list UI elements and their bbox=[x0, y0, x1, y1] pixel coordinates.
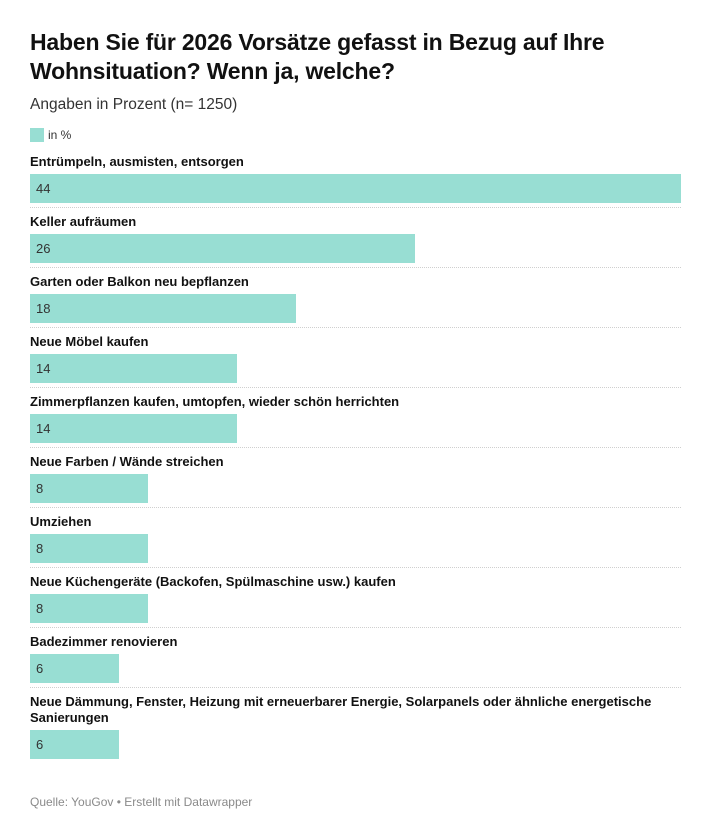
bar-value: 14 bbox=[36, 421, 51, 436]
bar: 8 bbox=[30, 474, 148, 503]
legend-label: in % bbox=[48, 128, 72, 142]
bar-value: 6 bbox=[36, 737, 44, 752]
bar-value: 8 bbox=[36, 541, 44, 556]
bar-label: Garten oder Balkon neu bepflanzen bbox=[30, 274, 249, 289]
bar-value: 14 bbox=[36, 361, 51, 376]
bar: 6 bbox=[30, 654, 119, 683]
bar: 6 bbox=[30, 730, 119, 759]
bar-label: Neue Farben / Wände streichen bbox=[30, 454, 224, 469]
bar: 18 bbox=[30, 294, 296, 323]
bar-value: 18 bbox=[36, 301, 51, 316]
bar-value: 8 bbox=[36, 601, 44, 616]
bar: 8 bbox=[30, 534, 148, 563]
legend: in % bbox=[30, 128, 681, 142]
bar-rows: Entrümpeln, ausmisten, entsorgen 44 Keller… bbox=[30, 154, 681, 763]
bar: 14 bbox=[30, 414, 237, 443]
bar-row: Neue Möbel kaufen 14 bbox=[30, 334, 681, 388]
bar: 44 bbox=[30, 174, 681, 203]
bar: 8 bbox=[30, 594, 148, 623]
bar-label: Zimmerpflanzen kaufen, umtopfen, wieder … bbox=[30, 394, 400, 409]
bar-row: Neue Farben / Wände streichen 8 bbox=[30, 454, 681, 508]
bar-value: 26 bbox=[36, 241, 51, 256]
bar-label: Badezimmer renovieren bbox=[30, 634, 178, 649]
bar-row: Keller aufräumen 26 bbox=[30, 214, 681, 268]
bar-label: Entrümpeln, ausmisten, entsorgen bbox=[30, 154, 244, 169]
bar-label: Umziehen bbox=[30, 514, 92, 529]
legend-swatch-icon bbox=[30, 128, 44, 142]
chart-subtitle: Angaben in Prozent (n= 1250) bbox=[30, 96, 238, 113]
bar-row: Umziehen 8 bbox=[30, 514, 681, 568]
bar-label: Neue Möbel kaufen bbox=[30, 334, 149, 349]
bar-value: 6 bbox=[36, 661, 44, 676]
bar-row: Zimmerpflanzen kaufen, umtopfen, wieder … bbox=[30, 394, 681, 448]
bar-row: Badezimmer renovieren 6 bbox=[30, 634, 681, 688]
bar-row: Entrümpeln, ausmisten, entsorgen 44 bbox=[30, 154, 681, 208]
bar-value: 44 bbox=[36, 181, 51, 196]
bar: 14 bbox=[30, 354, 237, 383]
bar-label: Neue Küchengeräte (Backofen, Spülmaschin… bbox=[30, 574, 396, 589]
bar: 26 bbox=[30, 234, 415, 263]
chart-title: Haben Sie für 2026 Vorsätze gefasst in B… bbox=[30, 29, 605, 84]
bar-value: 8 bbox=[36, 481, 44, 496]
bar-label: Keller aufräumen bbox=[30, 214, 137, 229]
bar-label: Neue Dämmung, Fenster, Heizung mit erneu… bbox=[30, 694, 652, 725]
bar-row: Neue Dämmung, Fenster, Heizung mit erneu… bbox=[30, 694, 681, 763]
chart-container: Haben Sie für 2026 Vorsätze gefasst in B… bbox=[30, 28, 681, 769]
source-footer: Quelle: YouGov • Erstellt mit Datawrappe… bbox=[30, 795, 253, 809]
bar-row: Neue Küchengeräte (Backofen, Spülmaschin… bbox=[30, 574, 681, 628]
bar-row: Garten oder Balkon neu bepflanzen 18 bbox=[30, 274, 681, 328]
